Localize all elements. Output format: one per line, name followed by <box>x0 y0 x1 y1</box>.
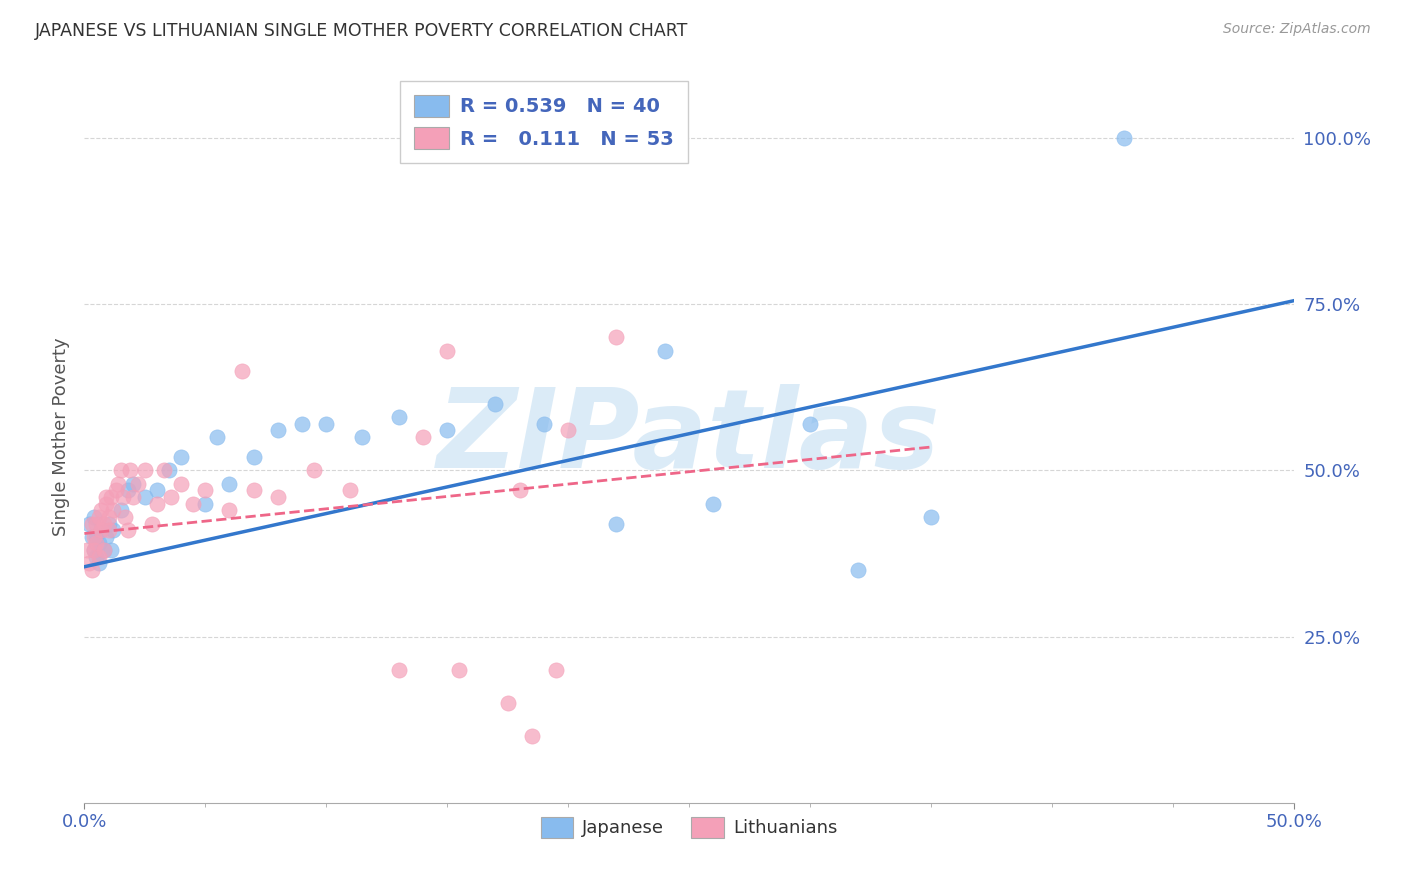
Point <box>160 490 183 504</box>
Point <box>170 476 193 491</box>
Point <box>194 483 217 498</box>
Point <box>436 343 458 358</box>
Point <box>920 509 942 524</box>
Point <box>90 523 112 537</box>
Point <box>117 483 139 498</box>
Point <box>291 417 314 431</box>
Point <box>605 330 627 344</box>
Point <box>87 557 110 571</box>
Point <box>388 663 411 677</box>
Point <box>100 543 122 558</box>
Point <box>557 424 579 438</box>
Point <box>97 516 120 531</box>
Point <box>157 463 180 477</box>
Point <box>77 516 100 531</box>
Point <box>97 509 120 524</box>
Point <box>107 476 129 491</box>
Point <box>86 536 108 550</box>
Point <box>86 530 108 544</box>
Point <box>352 430 374 444</box>
Point <box>80 516 103 531</box>
Point <box>207 430 229 444</box>
Point <box>388 410 411 425</box>
Point <box>76 543 98 558</box>
Point <box>141 516 163 531</box>
Text: JAPANESE VS LITHUANIAN SINGLE MOTHER POVERTY CORRELATION CHART: JAPANESE VS LITHUANIAN SINGLE MOTHER POV… <box>35 22 689 40</box>
Point <box>77 557 100 571</box>
Point <box>146 497 169 511</box>
Point <box>83 509 105 524</box>
Point <box>100 490 122 504</box>
Point <box>181 497 204 511</box>
Point <box>134 463 156 477</box>
Point <box>121 476 143 491</box>
Point <box>218 476 240 491</box>
Point <box>484 397 506 411</box>
Point <box>114 509 136 524</box>
Point <box>267 490 290 504</box>
Point <box>242 483 264 498</box>
Point <box>436 424 458 438</box>
Point <box>117 523 139 537</box>
Point <box>93 543 115 558</box>
Point <box>496 696 519 710</box>
Point <box>654 343 676 358</box>
Text: Source: ZipAtlas.com: Source: ZipAtlas.com <box>1223 22 1371 37</box>
Point <box>533 417 555 431</box>
Point <box>194 497 217 511</box>
Legend: Japanese, Lithuanians: Japanese, Lithuanians <box>533 810 845 845</box>
Point <box>86 549 108 564</box>
Point <box>103 523 125 537</box>
Point <box>80 563 103 577</box>
Point <box>218 503 240 517</box>
Point <box>302 463 325 477</box>
Point <box>134 490 156 504</box>
Point <box>242 450 264 464</box>
Point <box>87 536 110 550</box>
Point <box>520 729 543 743</box>
Point <box>544 663 567 677</box>
Point <box>412 430 434 444</box>
Point <box>315 417 337 431</box>
Point <box>1114 131 1136 145</box>
Point <box>83 530 105 544</box>
Point <box>110 503 132 517</box>
Point <box>127 476 149 491</box>
Point <box>94 497 117 511</box>
Point <box>339 483 361 498</box>
Point <box>90 523 112 537</box>
Point <box>170 450 193 464</box>
Point <box>104 483 127 498</box>
Point <box>93 543 115 558</box>
Y-axis label: Single Mother Poverty: Single Mother Poverty <box>52 338 70 536</box>
Point <box>509 483 531 498</box>
Point <box>94 530 117 544</box>
Point <box>83 543 105 558</box>
Point <box>87 509 110 524</box>
Text: ZIPatlas: ZIPatlas <box>437 384 941 491</box>
Point <box>86 516 108 531</box>
Point <box>120 463 142 477</box>
Point <box>846 563 869 577</box>
Point <box>97 523 120 537</box>
Point <box>449 663 471 677</box>
Point <box>605 516 627 531</box>
Point <box>90 503 112 517</box>
Point <box>93 516 115 531</box>
Point <box>702 497 724 511</box>
Point <box>103 503 125 517</box>
Point <box>267 424 290 438</box>
Point <box>80 530 103 544</box>
Point <box>231 363 253 377</box>
Point <box>110 463 132 477</box>
Point <box>94 490 117 504</box>
Point <box>153 463 176 477</box>
Point <box>121 490 143 504</box>
Point <box>112 490 135 504</box>
Point <box>83 543 105 558</box>
Point <box>87 549 110 564</box>
Point <box>799 417 821 431</box>
Point <box>146 483 169 498</box>
